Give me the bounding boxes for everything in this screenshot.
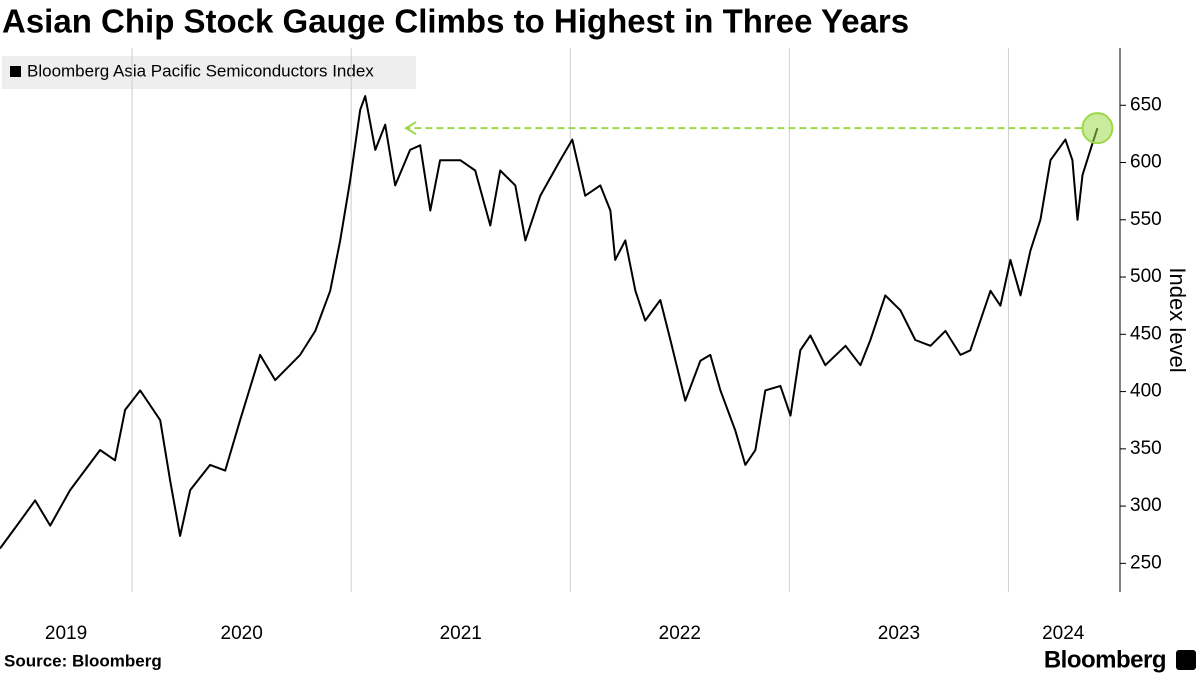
y-tick-label: 500 [1130, 266, 1162, 287]
x-tick-label: 2024 [1042, 623, 1085, 644]
y-tick-label: 300 [1130, 495, 1162, 516]
highlight-arrow [404, 121, 417, 136]
y-tick-label: 600 [1130, 152, 1162, 173]
legend-box [2, 56, 416, 89]
series-line [0, 95, 1099, 550]
y-tick-label: 450 [1130, 323, 1162, 344]
x-tick-label: 2020 [221, 623, 263, 644]
x-tick-label: 2022 [659, 623, 701, 644]
logo: Bloomberg [1044, 646, 1166, 673]
legend-label: Bloomberg Asia Pacific Semiconductors In… [27, 61, 374, 80]
logo-icon [1176, 650, 1196, 670]
x-tick-label: 2019 [45, 623, 87, 644]
legend-swatch [10, 66, 21, 77]
y-tick-label: 550 [1130, 209, 1162, 230]
y-tick-label: 350 [1130, 438, 1162, 459]
y-tick-label: 250 [1130, 552, 1162, 573]
highlight-circle [1081, 112, 1114, 145]
y-tick-label: 400 [1130, 381, 1162, 402]
x-tick-label: 2021 [440, 623, 482, 644]
source: Source: Bloomberg [4, 651, 162, 670]
x-tick-label: 2023 [878, 623, 920, 644]
y-tick-label: 650 [1130, 94, 1162, 115]
y-axis-label: Index level [1165, 267, 1190, 372]
chart-title: Asian Chip Stock Gauge Climbs to Highest… [2, 3, 909, 40]
